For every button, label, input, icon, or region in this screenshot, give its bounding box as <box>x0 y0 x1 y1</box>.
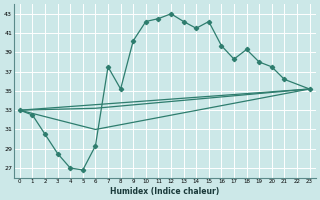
X-axis label: Humidex (Indice chaleur): Humidex (Indice chaleur) <box>110 187 219 196</box>
